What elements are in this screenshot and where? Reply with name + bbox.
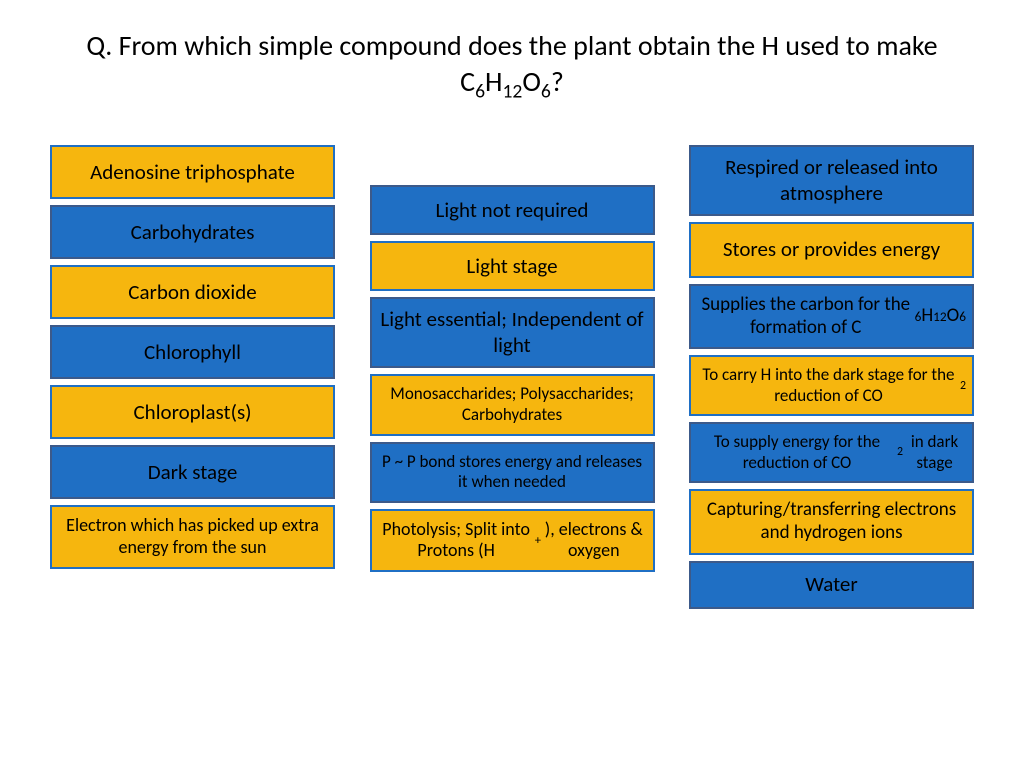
answer-card[interactable]: Water	[689, 561, 974, 609]
answer-card[interactable]: Carbohydrates	[50, 205, 335, 259]
answer-card[interactable]: Monosaccharides; Polysaccharides; Carboh…	[370, 374, 655, 436]
answer-card[interactable]: Light essential; Independent of light	[370, 297, 655, 367]
answer-card[interactable]: Chlorophyll	[50, 325, 335, 379]
answer-card[interactable]: Supplies the carbon for the formation of…	[689, 284, 974, 350]
column-2: Light not required Light stage Light essen…	[370, 185, 655, 608]
answer-card[interactable]: Photolysis; Split into Protons (H+), ele…	[370, 509, 655, 572]
answer-card[interactable]: Light stage	[370, 241, 655, 291]
question-title: Q. From which simple compound does the p…	[0, 0, 1024, 115]
answer-card[interactable]: Carbon dioxide	[50, 265, 335, 319]
answer-card[interactable]: Stores or provides energy	[689, 222, 974, 278]
column-1: Adenosine triphosphate Carbohydrates Carbo…	[50, 145, 335, 608]
card-columns: Adenosine triphosphate Carbohydrates Carbo…	[0, 115, 1024, 608]
answer-card[interactable]: Respired or released into atmosphere	[689, 145, 974, 215]
answer-card[interactable]: To supply energy for the reduction of CO…	[689, 422, 974, 483]
answer-card[interactable]: To carry H into the dark stage for the r…	[689, 355, 974, 416]
answer-card[interactable]: Electron which has picked up extra energ…	[50, 505, 335, 568]
answer-card[interactable]: Capturing/transferring electrons and hyd…	[689, 489, 974, 555]
answer-card[interactable]: P ~ P bond stores energy and releases it…	[370, 442, 655, 503]
answer-card[interactable]: Light not required	[370, 185, 655, 235]
answer-card[interactable]: Adenosine triphosphate	[50, 145, 335, 199]
answer-card[interactable]: Dark stage	[50, 445, 335, 499]
column-3: Respired or released into atmosphere Stor…	[689, 145, 974, 608]
answer-card[interactable]: Chloroplast(s)	[50, 385, 335, 439]
